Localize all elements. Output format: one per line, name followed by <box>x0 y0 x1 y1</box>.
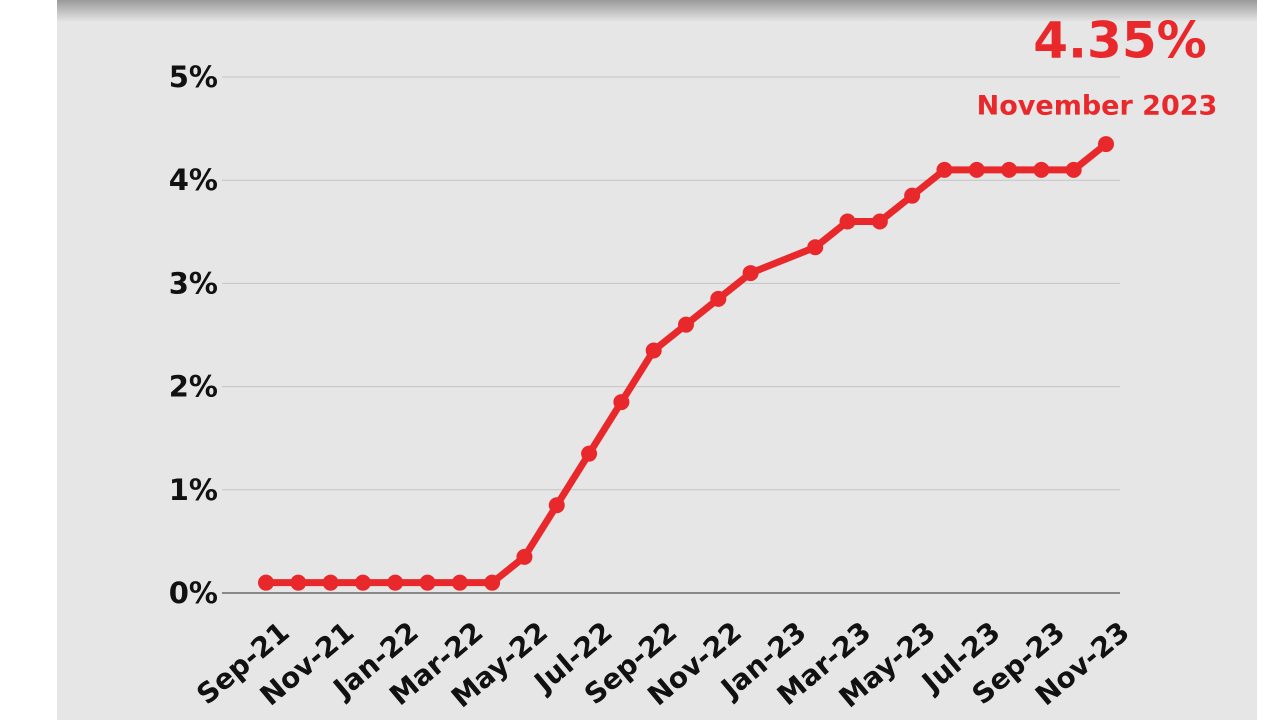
data-point <box>710 290 727 307</box>
data-point <box>548 497 565 514</box>
data-point <box>742 265 759 282</box>
data-point <box>516 548 533 565</box>
data-point <box>581 445 598 462</box>
data-point <box>645 342 662 359</box>
data-point <box>1033 161 1050 178</box>
data-point <box>1098 136 1114 153</box>
data-point <box>484 574 501 591</box>
y-tick-label: 4% <box>169 163 218 197</box>
data-point <box>290 574 307 591</box>
data-point <box>322 574 339 591</box>
data-point <box>807 239 824 256</box>
data-point <box>1065 161 1082 178</box>
data-point <box>871 213 888 230</box>
data-point <box>451 574 468 591</box>
data-point <box>258 574 274 591</box>
top-shadow <box>57 0 1257 22</box>
y-tick-label: 0% <box>169 576 218 610</box>
y-tick-label: 5% <box>169 60 218 94</box>
data-point <box>968 161 985 178</box>
data-point <box>613 394 630 411</box>
data-point <box>1001 161 1018 178</box>
gap-connector <box>747 243 819 277</box>
y-tick-label: 1% <box>169 473 218 507</box>
highlight-value: 4.35% <box>1033 12 1206 70</box>
y-tick-label: 3% <box>169 266 218 300</box>
data-point <box>354 574 371 591</box>
data-point <box>839 213 856 230</box>
chart-background <box>57 0 1257 720</box>
data-line <box>811 140 1110 251</box>
data-point <box>936 161 953 178</box>
highlight-date: November 2023 <box>977 91 1218 122</box>
data-point <box>419 574 436 591</box>
data-point <box>904 187 921 204</box>
y-tick-label: 2% <box>169 370 218 404</box>
data-line <box>262 269 755 587</box>
data-point <box>678 316 694 333</box>
data-point <box>387 574 404 591</box>
